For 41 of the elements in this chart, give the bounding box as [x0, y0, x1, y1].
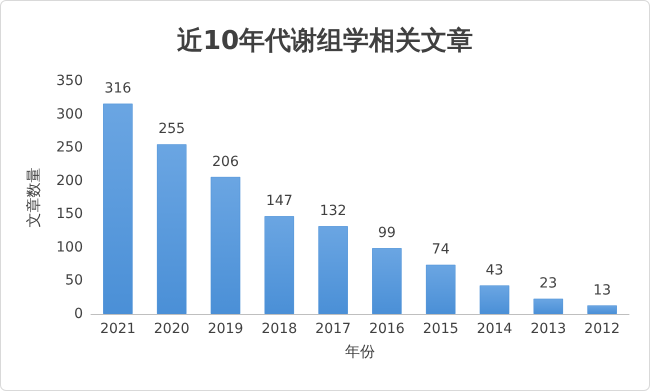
x-tick-label: 2016	[369, 321, 405, 337]
bar	[318, 226, 348, 314]
data-label: 13	[593, 282, 612, 298]
x-tick-label: 2014	[476, 321, 512, 337]
bar	[103, 104, 133, 314]
y-tick-label: 350	[56, 73, 83, 89]
y-tick-label: 200	[56, 172, 83, 189]
chart-title: 近10年代谢组学相关文章	[176, 26, 474, 56]
data-label: 132	[320, 203, 346, 220]
data-label: 23	[539, 276, 558, 292]
y-tick-label: 0	[74, 306, 83, 322]
x-tick-label: 2019	[208, 321, 244, 337]
x-tick-label: 2012	[584, 321, 620, 337]
bar	[210, 176, 240, 314]
data-label: 99	[378, 225, 396, 242]
x-tick-label: 2021	[100, 321, 136, 337]
bar	[156, 144, 186, 314]
x-tick-label: 2015	[422, 321, 459, 337]
data-label: 206	[212, 154, 239, 170]
x-tick-label: 2017	[315, 321, 351, 337]
bar	[426, 264, 456, 314]
data-label: 74	[432, 242, 450, 258]
y-axis-title: 文章数量	[24, 168, 42, 228]
data-label: 147	[266, 193, 293, 210]
data-label: 316	[104, 80, 132, 97]
bar	[372, 248, 402, 314]
y-tick-label: 150	[56, 206, 83, 222]
x-tick-label: 2013	[530, 321, 566, 337]
data-label: 43	[486, 262, 504, 278]
x-tick-label: 2018	[261, 321, 298, 337]
y-tick-label: 300	[56, 106, 83, 122]
bar	[480, 285, 510, 314]
bar	[264, 216, 294, 314]
data-label: 255	[158, 121, 186, 138]
y-tick-label: 50	[65, 272, 83, 289]
bar	[587, 305, 617, 314]
y-tick-label: 100	[56, 239, 83, 256]
x-axis-title: 年份	[345, 342, 375, 360]
x-tick-label: 2020	[154, 321, 190, 337]
y-tick-label: 250	[56, 140, 83, 156]
bar	[534, 298, 564, 314]
